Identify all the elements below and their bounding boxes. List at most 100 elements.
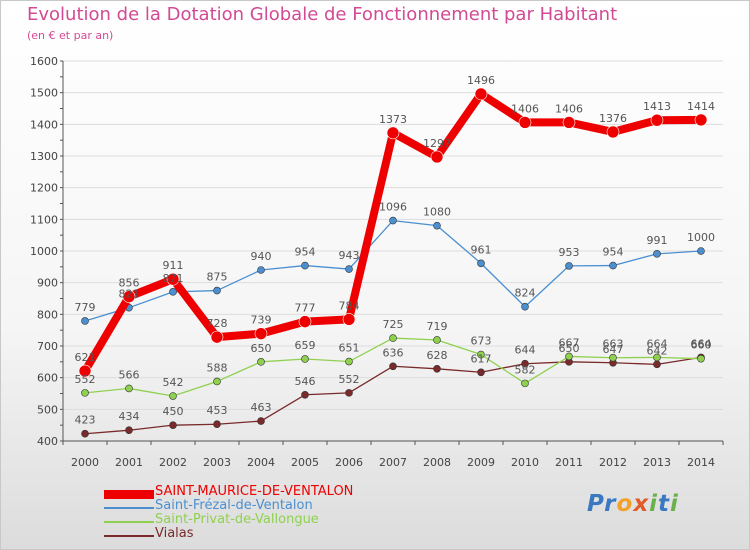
data-point — [125, 384, 133, 393]
data-label: 663 — [603, 338, 624, 351]
data-label: 719 — [427, 320, 448, 333]
data-point — [694, 113, 708, 127]
data-label: 660 — [691, 339, 712, 352]
data-point — [301, 261, 309, 270]
y-tick-label: 500 — [37, 403, 58, 416]
data-label: 434 — [119, 410, 140, 423]
data-point — [301, 355, 309, 363]
data-point — [521, 359, 529, 368]
y-tick-label: 1000 — [30, 245, 58, 258]
data-point — [345, 357, 353, 366]
data-point — [477, 368, 485, 377]
data-point — [81, 317, 89, 325]
data-label: 628 — [427, 349, 448, 362]
data-label: 463 — [251, 401, 272, 414]
y-tick-label: 400 — [37, 435, 58, 448]
data-point — [257, 266, 265, 274]
data-label: 824 — [515, 287, 536, 300]
data-point — [257, 417, 265, 425]
y-tick-label: 800 — [37, 308, 58, 321]
data-point — [213, 286, 221, 295]
data-label: 777 — [295, 302, 316, 315]
data-label: 1080 — [423, 206, 451, 219]
data-label: 1496 — [467, 74, 495, 87]
data-point — [389, 216, 397, 225]
data-point — [213, 420, 221, 429]
data-label: 582 — [515, 363, 536, 376]
data-label: 1414 — [687, 100, 715, 113]
y-tick-label: 1400 — [30, 118, 58, 131]
data-point — [521, 302, 529, 311]
data-point — [210, 330, 224, 344]
data-label: 1373 — [379, 113, 407, 126]
data-point — [122, 290, 136, 303]
data-point — [518, 116, 532, 129]
data-label: 1406 — [555, 102, 583, 115]
data-point — [345, 389, 353, 397]
x-tick-label: 2004 — [247, 456, 275, 469]
data-point — [474, 87, 488, 101]
data-point — [653, 360, 661, 369]
data-label: 1297 — [423, 137, 451, 150]
data-point — [125, 426, 133, 435]
data-point — [609, 261, 617, 270]
data-point — [169, 421, 177, 429]
data-label: 821 — [119, 288, 140, 301]
y-tick-label: 1600 — [30, 55, 58, 68]
data-point — [653, 353, 661, 362]
data-point — [433, 221, 441, 230]
data-label: 542 — [163, 376, 184, 389]
data-point — [298, 315, 312, 328]
data-label: 725 — [383, 318, 404, 331]
x-tick-label: 2000 — [71, 456, 99, 469]
data-point — [521, 379, 529, 388]
data-point — [562, 116, 576, 129]
chart-title: Evolution de la Dotation Globale de Fonc… — [27, 4, 618, 25]
data-label: 911 — [163, 259, 184, 272]
data-label: 1413 — [643, 100, 671, 113]
proxiti-logo: Proxiti — [587, 491, 679, 517]
legend-swatch — [104, 507, 154, 509]
data-label: 644 — [515, 344, 536, 357]
data-point — [565, 262, 573, 270]
y-tick-label: 700 — [37, 340, 58, 353]
data-label: 1000 — [687, 231, 715, 244]
data-label: 673 — [471, 335, 492, 348]
legend-label: Saint-Frézal-de-Ventalon — [155, 498, 313, 513]
x-tick-label: 2008 — [423, 456, 451, 469]
data-label: 739 — [251, 314, 272, 327]
data-label: 728 — [207, 317, 228, 330]
data-point — [697, 354, 705, 363]
data-label: 453 — [207, 404, 228, 417]
x-tick-label: 2014 — [687, 456, 715, 469]
data-label: 642 — [647, 344, 668, 357]
data-label: 617 — [471, 352, 492, 365]
data-label: 1406 — [511, 102, 539, 115]
data-label: 664 — [691, 337, 712, 350]
y-tick-label: 1300 — [30, 150, 58, 163]
data-label: 647 — [603, 343, 624, 356]
data-point — [697, 247, 705, 255]
data-point — [430, 150, 444, 164]
data-point — [169, 392, 177, 400]
x-tick-label: 2006 — [335, 456, 363, 469]
data-label: 779 — [75, 301, 96, 314]
data-point — [81, 389, 89, 397]
data-point — [213, 377, 221, 386]
data-label: 954 — [295, 246, 316, 259]
data-point — [609, 353, 617, 362]
data-label: 650 — [251, 342, 272, 355]
x-tick-label: 2007 — [379, 456, 407, 469]
data-point — [81, 429, 89, 438]
data-label: 953 — [559, 246, 580, 259]
data-label: 875 — [207, 271, 228, 284]
legend-swatch — [104, 521, 154, 523]
data-label: 552 — [75, 373, 96, 386]
data-point — [477, 259, 485, 268]
legend-label: Vialas — [155, 526, 194, 541]
x-tick-label: 2005 — [291, 456, 319, 469]
legend-label: Saint-Privat-de-Vallongue — [155, 512, 319, 527]
y-tick-label: 900 — [37, 277, 58, 290]
data-label: 552 — [339, 373, 360, 386]
